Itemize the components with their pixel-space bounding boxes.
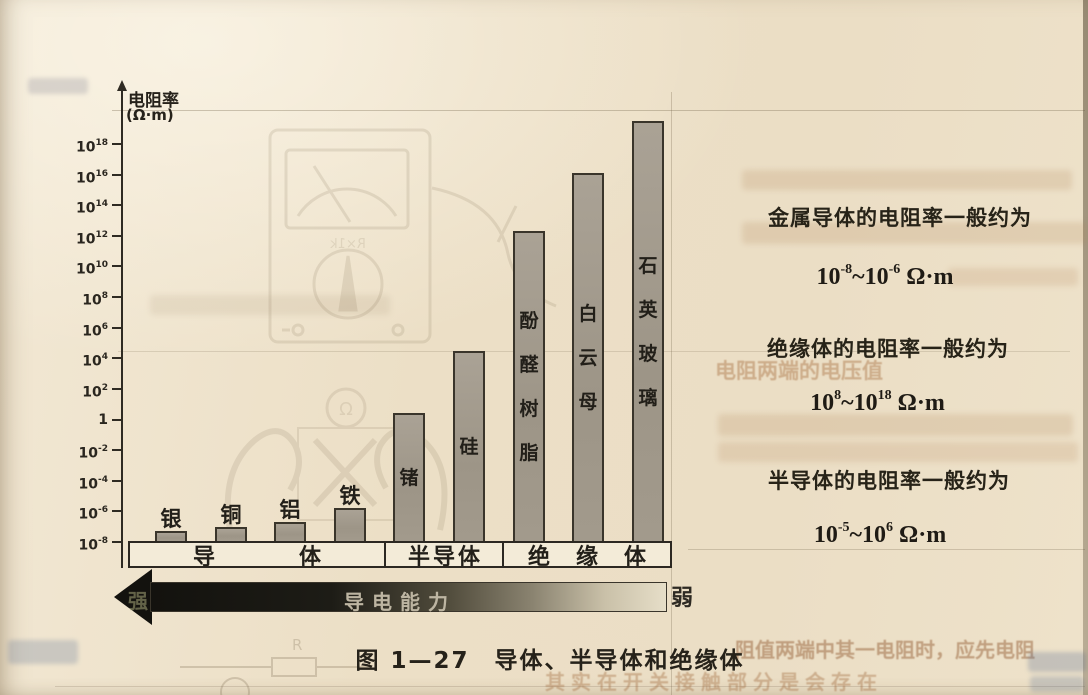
group-label-char: 导 bbox=[432, 544, 455, 570]
annotation-value-insulator: 108~1018 Ω·m bbox=[810, 388, 945, 416]
bar-label-char: 白 bbox=[578, 303, 598, 325]
bar-germanium: 锗 bbox=[393, 413, 425, 543]
bar-label-copper: 铜 bbox=[220, 503, 242, 527]
bar-label-aluminum: 铝 bbox=[279, 498, 301, 522]
page-edge bbox=[1083, 0, 1088, 695]
bar-label-quartz-glass: 石英玻璃 bbox=[638, 244, 657, 420]
y-tick-mark bbox=[112, 235, 121, 237]
y-tick-mark bbox=[112, 296, 121, 298]
y-tick-label: 102 bbox=[82, 383, 108, 401]
bar-iron bbox=[334, 508, 366, 543]
bleed-streak bbox=[150, 295, 390, 315]
y-tick-label: 104 bbox=[82, 352, 108, 370]
bar-label-char: 脂 bbox=[519, 442, 539, 464]
bar-label-char: 玻 bbox=[638, 343, 658, 365]
bar-label-char: 醛 bbox=[519, 354, 539, 376]
page-rule-line bbox=[112, 110, 1085, 111]
group-label-char: 体 bbox=[299, 544, 322, 570]
annotation-heading-metal: 金属导体的电阻率一般约为 bbox=[768, 206, 1032, 230]
bleed-streak bbox=[718, 414, 1073, 436]
y-tick-label: 1010 bbox=[75, 260, 108, 278]
figure-caption: 图 1—27 导体、半导体和绝缘体 bbox=[355, 648, 745, 674]
group-label-char: 体 bbox=[458, 544, 481, 570]
bar-silicon: 硅 bbox=[453, 351, 485, 543]
bar-quartz-glass: 石英玻璃 bbox=[632, 121, 664, 543]
bar-label-silver: 银 bbox=[160, 507, 182, 531]
page-crease-line bbox=[671, 92, 672, 695]
svg-text:Ω: Ω bbox=[339, 399, 353, 420]
group-label-char: 缘 bbox=[575, 544, 598, 570]
page-rule-line bbox=[688, 549, 1085, 550]
y-tick-label: 108 bbox=[82, 291, 108, 309]
margin-mark bbox=[1028, 652, 1086, 672]
bar-label-char: 酚 bbox=[519, 310, 539, 332]
bar-label-char: 硅 bbox=[459, 436, 479, 458]
group-label-char: 绝 bbox=[527, 544, 550, 570]
y-tick-mark bbox=[112, 143, 121, 145]
margin-mark bbox=[8, 640, 78, 664]
y-tick-label: 106 bbox=[82, 322, 108, 340]
y-tick-label: 1014 bbox=[75, 199, 108, 217]
bar-label-char: 树 bbox=[519, 398, 539, 420]
annotation-value-metal: 10-8~10-6 Ω·m bbox=[816, 262, 954, 290]
bleed-streak bbox=[718, 442, 1078, 462]
annotation-heading-insulator: 绝缘体的电阻率一般约为 bbox=[767, 337, 1009, 361]
bar-mica: 白云母 bbox=[572, 173, 604, 543]
group-label-char: 半 bbox=[407, 544, 430, 570]
y-tick-label: 10-8 bbox=[78, 536, 108, 554]
bar-label-char: 璃 bbox=[638, 387, 658, 409]
y-tick-label: 10-2 bbox=[78, 444, 108, 462]
bar-label-char: 母 bbox=[578, 391, 598, 413]
y-tick-mark bbox=[112, 541, 121, 543]
y-tick-mark bbox=[112, 265, 121, 267]
arrow-label-weak: 弱 bbox=[671, 586, 694, 611]
bar-label-germanium: 锗 bbox=[399, 456, 418, 500]
y-tick-label: 1018 bbox=[75, 138, 108, 156]
margin-mark bbox=[28, 78, 88, 94]
y-tick-mark bbox=[112, 419, 121, 421]
group-box-semiconductor: 半导体 bbox=[384, 541, 504, 570]
y-axis-title: 电阻率 bbox=[128, 91, 179, 111]
group-label-char: 体 bbox=[624, 544, 647, 570]
bar-label-char: 英 bbox=[638, 299, 658, 321]
bar-label-phenolic-resin: 酚醛树脂 bbox=[519, 299, 538, 475]
bar-phenolic-resin: 酚醛树脂 bbox=[513, 231, 545, 543]
annotation-value-semiconductor: 10-5~106 Ω·m bbox=[813, 520, 947, 548]
y-tick-mark bbox=[112, 480, 121, 482]
bar-label-mica: 白云母 bbox=[578, 292, 597, 424]
y-tick-label: 10-4 bbox=[78, 475, 108, 493]
bar-label-silicon: 硅 bbox=[459, 425, 478, 469]
arrow-label-conductivity: 导电能力 bbox=[344, 590, 456, 614]
bar-label-char: 石 bbox=[638, 255, 658, 277]
arrow-label-strong: 强 bbox=[128, 589, 148, 613]
y-tick-label: 1 bbox=[98, 412, 108, 428]
annotation-heading-semiconductor: 半导体的电阻率一般约为 bbox=[768, 469, 1010, 493]
bar-label-iron: 铁 bbox=[339, 484, 361, 508]
y-tick-label: 10-6 bbox=[78, 505, 108, 523]
group-label-char: 导 bbox=[192, 544, 215, 570]
y-axis-unit: (Ω·m) bbox=[126, 106, 174, 124]
svg-text:R×1k: R×1k bbox=[330, 237, 366, 252]
y-tick-mark bbox=[112, 174, 121, 176]
bar-label-char: 云 bbox=[578, 347, 598, 369]
bleed-streak bbox=[742, 170, 1072, 190]
y-tick-mark bbox=[112, 449, 121, 451]
conductivity-arrow-head-icon bbox=[114, 569, 152, 625]
y-axis-line bbox=[121, 88, 123, 568]
group-box-conductor: 导体 bbox=[128, 541, 386, 570]
y-axis-arrowhead-icon bbox=[117, 80, 127, 91]
y-tick-label: 1012 bbox=[75, 230, 108, 248]
group-box-insulator: 绝缘体 bbox=[502, 541, 672, 570]
y-tick-mark bbox=[112, 388, 121, 390]
bar-label-char: 锗 bbox=[399, 467, 419, 489]
y-tick-label: 1016 bbox=[75, 169, 108, 187]
margin-mark bbox=[1030, 676, 1084, 692]
y-tick-mark bbox=[112, 510, 121, 512]
y-tick-mark bbox=[112, 204, 121, 206]
page-rule-line bbox=[55, 686, 1085, 687]
conductivity-arrow-band bbox=[150, 582, 667, 612]
y-tick-mark bbox=[112, 357, 121, 359]
y-tick-mark bbox=[112, 327, 121, 329]
